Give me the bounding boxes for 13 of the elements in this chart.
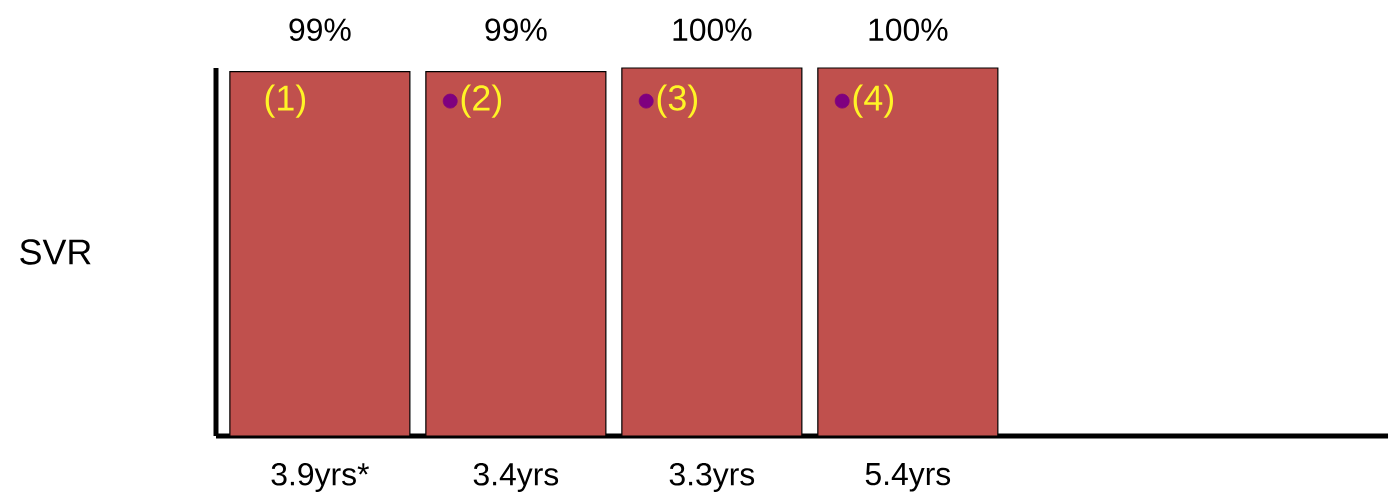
x-tick-label: 5.4yrs <box>865 463 951 492</box>
data-label: 100% <box>869 18 948 41</box>
x-tick-label: 3.3yrs <box>669 463 755 492</box>
data-label: 100% <box>673 18 752 41</box>
data-label: 99% <box>485 18 547 41</box>
annotation: (1) <box>265 84 306 118</box>
y-axis-title: SVR <box>20 239 91 265</box>
data-label: 99% <box>289 18 351 41</box>
annotation: (3) <box>657 84 698 118</box>
x-tick-label: 3.9yrs* <box>271 463 369 492</box>
x-tick-label: 3.4yrs <box>473 463 559 492</box>
annotation: (4) <box>853 84 894 118</box>
annotation: (2) <box>461 84 502 118</box>
